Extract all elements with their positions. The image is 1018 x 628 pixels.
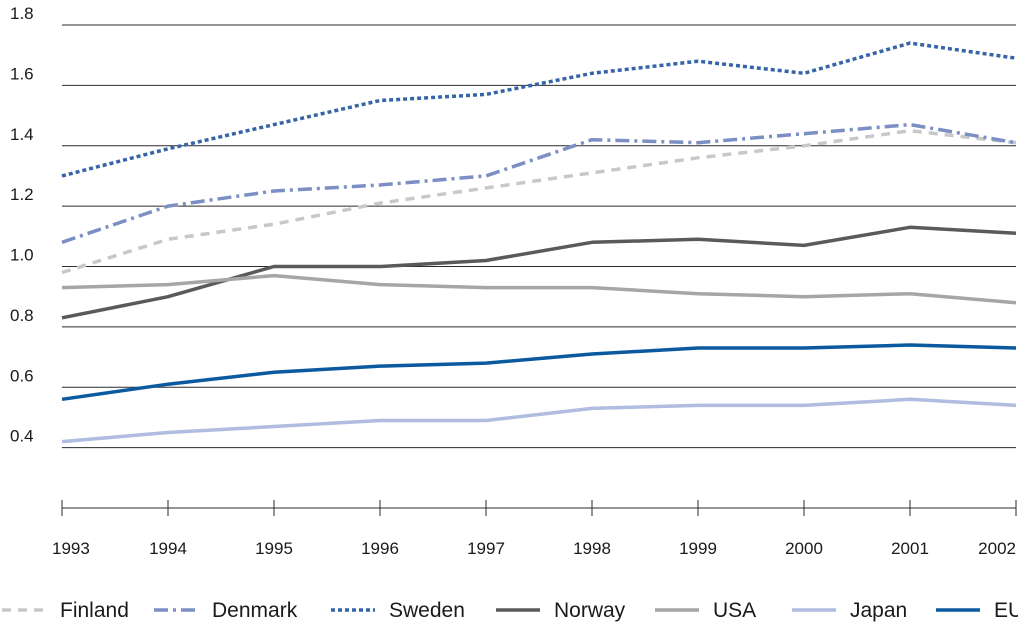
x-tick-label: 2002	[978, 539, 1016, 558]
x-tick-label: 2000	[785, 539, 823, 558]
data-series	[61, 41, 1017, 444]
y-tick-label: 0.8	[10, 306, 34, 325]
x-tick-label: 2001	[891, 539, 929, 558]
y-tick-label: 1.8	[10, 4, 34, 23]
gridlines	[62, 24, 1016, 449]
x-tick-label: 1998	[573, 539, 611, 558]
y-tick-label: 1.2	[10, 185, 34, 204]
legend-label-norway: Norway	[554, 599, 626, 622]
series-line-usa	[61, 273, 1017, 305]
x-tick-label: 1999	[679, 539, 717, 558]
y-tick-label: 1.0	[10, 246, 34, 265]
series-line-eu	[61, 343, 1017, 402]
y-tick-label: 0.6	[10, 366, 34, 385]
x-tick-label: 1996	[361, 539, 399, 558]
legend-label-usa: USA	[713, 599, 756, 622]
y-tick-label: 1.4	[10, 125, 34, 144]
x-axis: 1993 1994 1995 1996 1997 1998 1999 2000 2001 2002	[52, 500, 1017, 558]
y-tick-label: 1.6	[10, 64, 34, 83]
legend-label-denmark: Denmark	[212, 599, 298, 622]
legend-label-finland: Finland	[60, 599, 129, 622]
series-line-denmark	[61, 122, 1017, 244]
x-tick-label: 1995	[255, 539, 293, 558]
x-tick-label: 1993	[52, 539, 90, 558]
legend-label-eu: EU	[994, 599, 1018, 622]
legend-label-sweden: Sweden	[389, 599, 465, 622]
legend-label-japan: Japan	[850, 599, 907, 622]
x-tick-label: 1997	[467, 539, 505, 558]
legend: Finland Denmark Sweden Norway USA Japan EU	[2, 599, 1018, 622]
y-tick-label: 0.4	[10, 427, 34, 446]
series-line-norway	[61, 225, 1017, 320]
series-line-japan	[61, 397, 1017, 444]
x-tick-label: 1994	[149, 539, 187, 558]
y-axis-tick-labels: 0.4 0.6 0.8 1.0 1.2 1.4 1.6 1.8	[10, 4, 34, 446]
series-line-finland	[61, 128, 1017, 275]
series-line-sweden	[61, 41, 1017, 178]
